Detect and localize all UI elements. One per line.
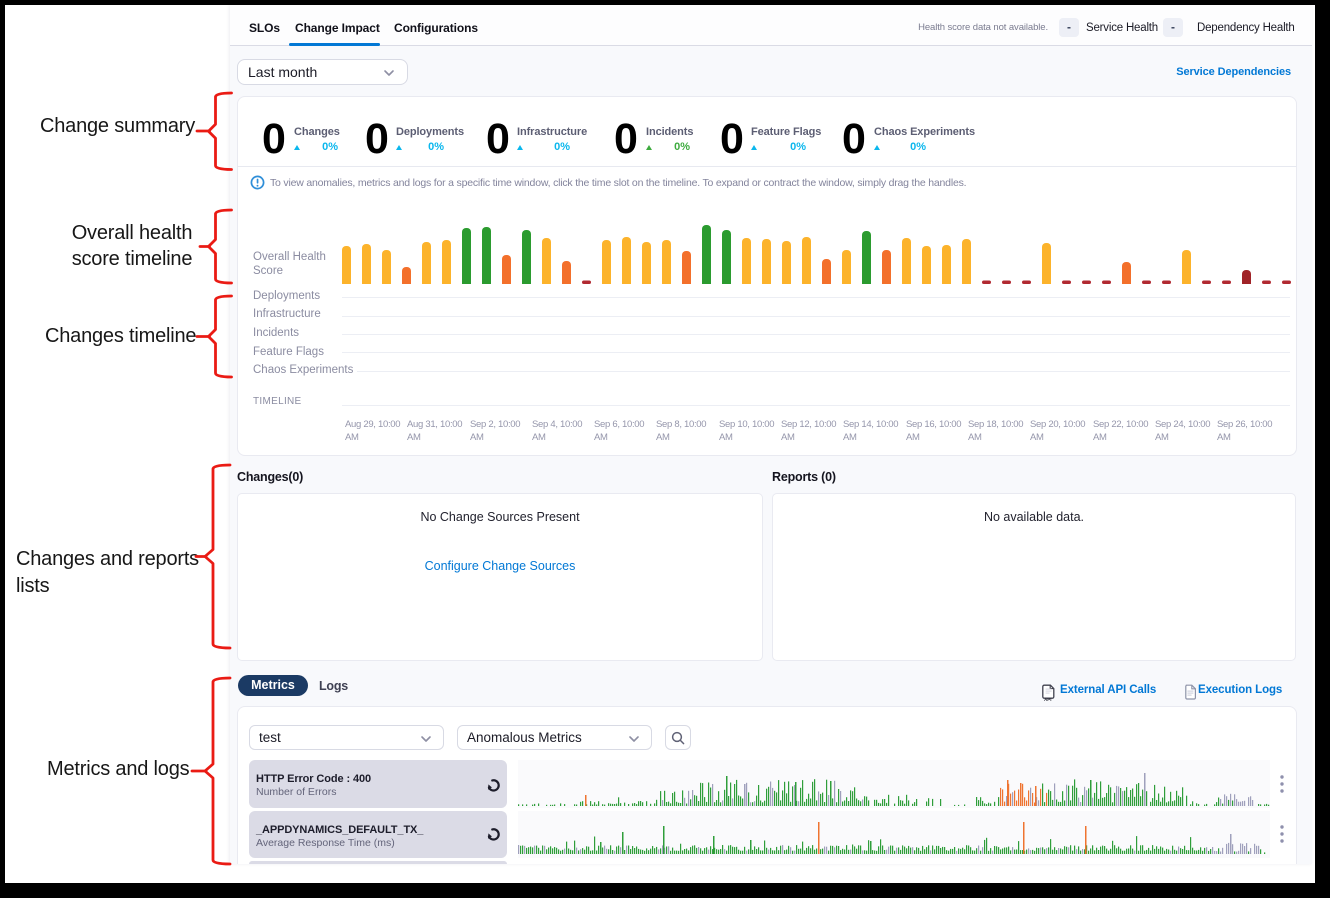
svg-text:API: API [1044,697,1051,702]
